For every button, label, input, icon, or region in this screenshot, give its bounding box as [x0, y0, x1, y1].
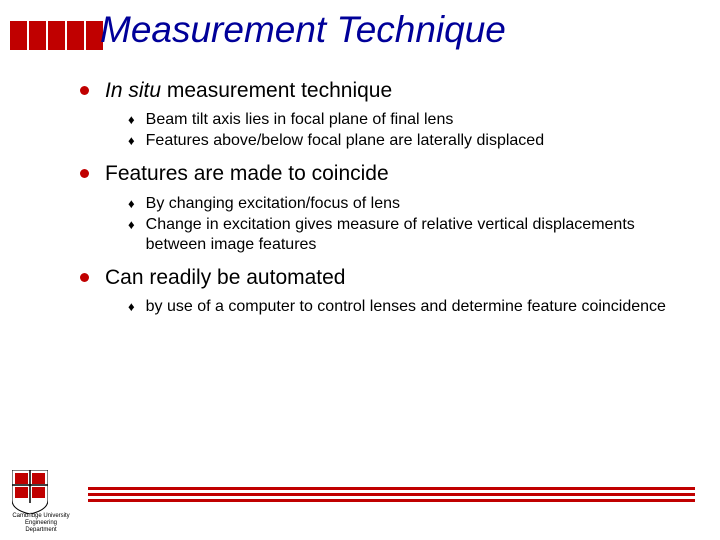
header-blocks — [10, 21, 103, 50]
footer-attribution: Cambridge University Engineering Departm… — [9, 513, 73, 534]
cambridge-shield-icon — [12, 470, 48, 514]
sub-bullet-text: Change in excitation gives measure of re… — [146, 215, 690, 255]
sub-bullet-item: ♦ by use of a computer to control lenses… — [128, 297, 690, 317]
bullet-marker — [80, 273, 89, 282]
header-block — [67, 21, 84, 50]
sub-bullet-item: ♦ Change in excitation gives measure of … — [128, 215, 690, 255]
bullet-text: Can readily be automated — [105, 265, 346, 291]
header-block — [10, 21, 27, 50]
bullet-text: Features are made to coincide — [105, 161, 389, 187]
slide-title: Measurement Technique — [100, 9, 506, 51]
diamond-icon: ♦ — [128, 112, 135, 127]
header-block — [48, 21, 65, 50]
slide-content: In situ measurement technique ♦ Beam til… — [80, 72, 690, 327]
footer-line1: Cambridge University — [12, 513, 69, 519]
footer-divider-lines — [88, 487, 695, 505]
diamond-icon: ♦ — [128, 196, 135, 211]
sub-bullet-item: ♦ By changing excitation/focus of lens — [128, 194, 690, 214]
bullet-text: In situ measurement technique — [105, 78, 392, 104]
bullet-item: Can readily be automated — [80, 265, 690, 291]
footer-line — [88, 487, 695, 490]
bullet-item: In situ measurement technique — [80, 78, 690, 104]
sub-bullet-text: by use of a computer to control lenses a… — [146, 297, 666, 317]
sub-bullet-text: Features above/below focal plane are lat… — [146, 131, 544, 151]
footer-line — [88, 493, 695, 496]
diamond-icon: ♦ — [128, 133, 135, 148]
bullet-marker — [80, 169, 89, 178]
sub-bullet-text: By changing excitation/focus of lens — [146, 194, 400, 214]
diamond-icon: ♦ — [128, 217, 135, 232]
italic-text: In situ — [105, 79, 161, 102]
bullet-marker — [80, 86, 89, 95]
sub-bullet-text: Beam tilt axis lies in focal plane of fi… — [146, 110, 454, 130]
sub-list: ♦ by use of a computer to control lenses… — [128, 297, 690, 317]
bullet-item: Features are made to coincide — [80, 161, 690, 187]
sub-list: ♦ Beam tilt axis lies in focal plane of … — [128, 110, 690, 151]
footer-line — [88, 499, 695, 502]
sub-bullet-item: ♦ Beam tilt axis lies in focal plane of … — [128, 110, 690, 130]
sub-list: ♦ By changing excitation/focus of lens ♦… — [128, 194, 690, 255]
diamond-icon: ♦ — [128, 299, 135, 314]
sub-bullet-item: ♦ Features above/below focal plane are l… — [128, 131, 690, 151]
footer-line2: Engineering Department — [25, 520, 57, 533]
plain-text: measurement technique — [161, 79, 392, 102]
header-block — [29, 21, 46, 50]
